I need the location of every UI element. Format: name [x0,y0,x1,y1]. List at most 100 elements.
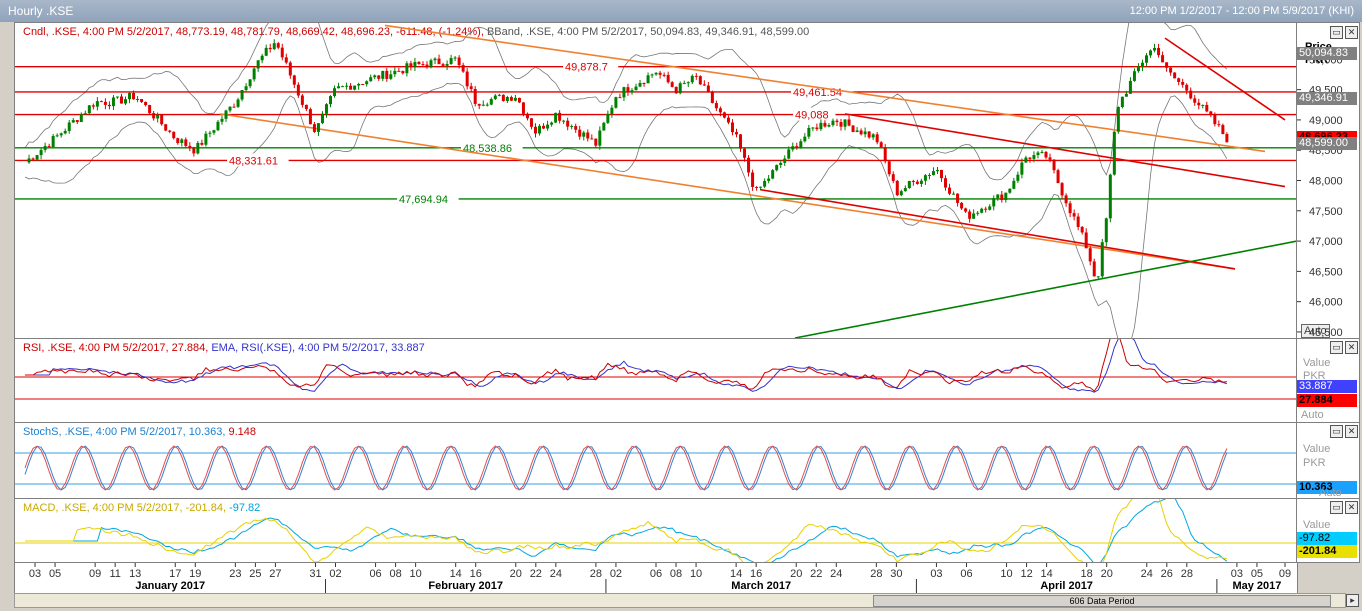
candle-body [525,113,529,119]
time-axis[interactable]: 03 05 09 11 13 17 19 23 25 27 31 02 06 08 10 14 16 20 22 24… [14,562,1298,594]
candle-body [1064,195,1068,204]
candle-body [27,158,31,163]
candle-body [453,57,457,59]
candle-body [944,178,948,188]
time-tick-label: 05 [49,568,61,580]
macd-legend-main: MACD, .KSE, 4:00 PM 5/2/2017, -201.84, [23,502,226,514]
candle-body [915,181,919,184]
candle-body [369,77,373,82]
candle-body [389,74,393,79]
candle-body [598,130,602,146]
candle-body [823,122,827,127]
candle-body [63,130,67,134]
candle-body [268,47,272,50]
candle-body [1193,98,1197,103]
macd-close-icon[interactable]: ✕ [1345,501,1358,514]
candle-body [377,75,381,79]
price-tag: 48,599.00 [1297,137,1357,151]
candle-body [666,74,670,83]
candle-body [1189,90,1193,99]
stoch-legend: StochS, .KSE, 4:00 PM 5/2/2017, 10.363, … [23,426,256,438]
price-axis[interactable]: Price PKR Auto 50,00049,50049,00048,5004… [1296,22,1360,339]
rsi-panel[interactable]: RSI, .KSE, 4:00 PM 5/2/2017, 27.884, EMA… [14,338,1298,423]
time-tick-label: 09 [89,568,101,580]
time-tick-label: 22 [810,568,822,580]
candle-body [1136,67,1140,72]
stoch-close-icon[interactable]: ✕ [1345,425,1358,438]
price-auto-button[interactable]: Auto [1301,324,1330,338]
candle-body [200,142,204,145]
month-label: February 2017 [428,580,503,592]
time-tick-label: 06 [960,568,972,580]
time-tick-label: 16 [750,568,762,580]
candle-body [164,124,168,131]
time-tick-label: 20 [510,568,522,580]
candle-body [702,84,706,86]
candle-body [578,129,582,137]
scroll-end-icon[interactable]: ▸ [1346,594,1359,607]
candle-body [51,135,55,147]
macd-value-tag: -201.84 [1297,545,1357,558]
macd-restore-icon[interactable]: ▭ [1330,501,1343,514]
candle-body [1016,174,1020,181]
candle-body [948,187,952,194]
stochastic-panel[interactable]: StochS, .KSE, 4:00 PM 5/2/2017, 10.363, … [14,422,1298,499]
candle-body [59,133,63,136]
candle-body [1060,183,1064,196]
candle-body [747,157,751,173]
candle-body [939,169,943,179]
stoch-restore-icon[interactable]: ▭ [1330,425,1343,438]
rsi-auto-button[interactable]: Auto [1301,409,1324,421]
candle-body [345,85,349,87]
time-tick-label: 03 [930,568,942,580]
candle-body [1044,151,1048,158]
time-tick-label: 19 [189,568,201,580]
level-label: 48,331.61 [229,155,278,167]
candle-body [759,186,763,188]
candle-body [437,58,441,65]
candle-body [682,83,686,85]
candle-body [333,88,337,97]
stoch-auto-button[interactable]: Auto [1319,487,1342,499]
candle-body [811,127,815,129]
candle-body [714,103,718,109]
scrollbar-thumb[interactable]: 606 Data Period [873,595,1331,607]
candle-body [807,127,811,137]
candle-body [634,86,638,91]
rsi-restore-icon[interactable]: ▭ [1330,341,1343,354]
horizontal-scrollbar[interactable]: 606 Data Period [14,593,1346,608]
candle-body [172,131,176,139]
candle-body [353,85,357,90]
candle-body [75,120,79,123]
stoch-axis-unit: PKR [1303,457,1326,469]
candle-body [923,175,927,181]
price-tick-label: 45,500 [1309,327,1343,338]
candle-body [859,130,863,135]
candle-body [1177,78,1181,82]
macd-panel[interactable]: MACD, .KSE, 4:00 PM 5/2/2017, -201.84, -… [14,498,1298,563]
pane-restore-icon[interactable]: ▭ [1330,26,1343,39]
candle-body [1181,81,1185,85]
candle-body [654,72,658,75]
candle-body [827,125,831,127]
candle-body [228,106,232,111]
candle-body [71,120,75,123]
candle-body [103,101,107,105]
candle-body [622,87,626,98]
channel-lower-trendline [219,113,1236,270]
rsi-axis[interactable]: Value PKR 33.887 27.884 Auto [1296,338,1360,423]
rsi-close-icon[interactable]: ✕ [1345,341,1358,354]
candle-body [288,62,292,76]
candle-body [980,208,984,213]
pane-close-icon[interactable]: ✕ [1345,26,1358,39]
candle-body [276,43,280,48]
time-tick-label: 23 [229,568,241,580]
rsi-legend-ema: EMA, RSI(.KSE), 4:00 PM 5/2/2017, 33.887 [211,342,425,354]
candle-body [1144,55,1148,63]
candle-body [160,114,164,125]
candle-body [385,70,389,79]
candle-body [240,90,244,100]
candle-body [1040,151,1044,153]
candle-body [417,62,421,65]
price-chart-panel[interactable]: Cndl, .KSE, 4:00 PM 5/2/2017, 48,773.19,… [14,22,1298,339]
